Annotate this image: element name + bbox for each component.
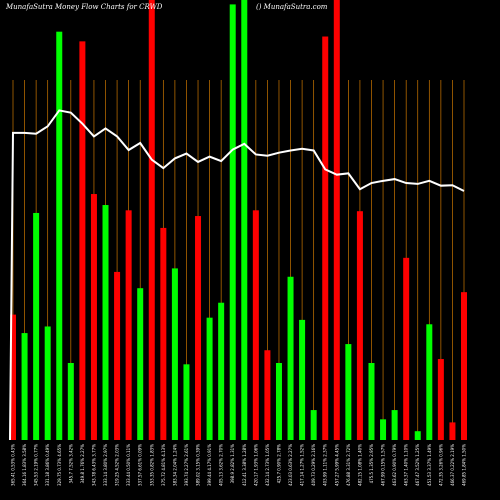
bar-up xyxy=(56,31,63,441)
x-tick-label: 353.35 0.82% 1.83% xyxy=(149,444,154,486)
bar-up xyxy=(241,0,248,440)
x-tick-label: 467.47 3.52% 1.25% xyxy=(415,444,420,486)
x-tick-label: 319.25 4.52% 2.03% xyxy=(115,444,120,486)
bar-up xyxy=(21,333,28,440)
x-tick-label: 403.99 1.11% 2.37% xyxy=(323,444,328,486)
bar-down xyxy=(252,210,259,440)
x-tick-label: 475.5 1.35% 2.95% xyxy=(369,444,374,484)
bar-up xyxy=(299,319,306,440)
bar-down xyxy=(195,216,202,440)
site-credit: () MunafaSutra.com xyxy=(256,3,328,11)
bar-down xyxy=(10,314,16,440)
bar-up xyxy=(426,324,433,440)
bar-up xyxy=(275,363,282,440)
bar-down xyxy=(333,0,340,440)
x-tick-label: 365.41 0.53% 0.43% xyxy=(11,444,16,486)
x-tick-label: 409.73 0.29% 2.16% xyxy=(311,444,316,486)
x-tick-label: 423.03 0.63% 2.27% xyxy=(288,444,293,486)
bar-up xyxy=(345,344,352,440)
x-tick-label: 405.13 3.62% 2.70% xyxy=(219,444,224,486)
x-tick-label: 331.18 3.86% 0.49% xyxy=(45,444,50,486)
bar-down xyxy=(403,257,410,440)
x-tick-label: 345.7 7.52% 3.42% xyxy=(68,444,73,484)
bar-up xyxy=(218,302,225,440)
x-tick-label: 420.17 1.93% 1.06% xyxy=(253,444,258,486)
x-tick-label: 469.85 1.84% 1.50% xyxy=(462,444,467,486)
bar-up xyxy=(171,268,178,440)
x-tick-label: 383.34 2.04% 1.24% xyxy=(172,444,177,486)
chart-title: MunafaSutra Money Flow Charts for CRWD xyxy=(5,3,163,11)
bar-up xyxy=(414,431,421,440)
bar-up xyxy=(368,363,375,440)
bar-down xyxy=(322,36,329,441)
x-tick-label: 463.62 0.90% 0.79% xyxy=(392,444,397,486)
bar-down xyxy=(114,271,121,440)
x-tick-label: 333.44 0.50% 0.11% xyxy=(126,444,131,486)
x-tick-label: 432.14 2.73% 1.05% xyxy=(265,444,270,486)
x-tick-label: 417.14 1.27% 1.52% xyxy=(300,444,305,486)
chart-bars xyxy=(10,0,467,441)
money-flow-line xyxy=(9,109,465,441)
bar-down xyxy=(264,350,271,440)
bar-down xyxy=(449,422,456,440)
bar-up xyxy=(287,276,294,440)
bar-down xyxy=(125,210,132,440)
bar-up xyxy=(33,212,40,440)
x-tick-label: 451.53 3.37% 1.49% xyxy=(427,444,432,486)
x-tick-label: 345.53 2.19% 0.77% xyxy=(34,444,39,486)
bar-up xyxy=(137,288,144,440)
bar-up xyxy=(310,410,317,440)
x-tick-label: 476.88 3.31% 2.72% xyxy=(346,444,351,486)
x-tick-label: 412.41 3.38% 1.28% xyxy=(242,444,247,486)
x-tick-label: 399.44 4.17% 0.91% xyxy=(207,444,212,486)
x-tick-label: 398.9 2.82% 1.31% xyxy=(230,444,235,484)
bar-up xyxy=(206,317,213,440)
x-tick-label: 463.37 1.40% 1.10% xyxy=(404,444,409,486)
bar-up xyxy=(44,326,51,440)
bar-down xyxy=(461,292,467,440)
bar-up xyxy=(391,410,398,440)
bar-down xyxy=(437,359,444,440)
x-tick-label: 337.57 6.61% 0.09% xyxy=(138,444,143,486)
bar-up xyxy=(183,364,190,440)
x-tick-label: 329.75 0.73% 4.65% xyxy=(57,444,62,486)
bar-down xyxy=(148,0,155,440)
x-tick-label: 333.14 3.80% 2.97% xyxy=(103,444,108,486)
x-tick-label: 375.72 4.81% 4.13% xyxy=(161,444,166,486)
bar-down xyxy=(356,211,363,440)
x-tick-label: 364.16 1.83% 3.58% xyxy=(22,444,27,486)
x-tick-label: 457.27 5.99% 4.45% xyxy=(334,444,339,486)
x-tick-label: 466.37 0.22% 2.19% xyxy=(450,444,455,486)
bar-down xyxy=(160,227,167,440)
bar-down xyxy=(79,41,86,441)
bar-up xyxy=(102,205,109,440)
x-tick-label: 393.74 2.27% 2.61% xyxy=(184,444,189,486)
x-tick-label: 482.15 1.08% 1.40% xyxy=(357,444,362,486)
x-tick-label: 389.02 3.15% 0.39% xyxy=(196,444,201,486)
x-tick-label: 472.35 3.26% 0.96% xyxy=(438,444,443,486)
x-tick-label: 425.7 0.90% 2.78% xyxy=(276,444,281,484)
x-tick-label: 343.78 6.43% 3.77% xyxy=(91,444,96,486)
x-tick-label: 467.99 0.15% 1.57% xyxy=(381,444,386,486)
bar-down xyxy=(90,194,97,440)
bar-up xyxy=(229,4,236,441)
bar-up xyxy=(380,419,387,440)
bar-up xyxy=(67,363,74,440)
x-tick-label: 349.8 1.76% 2.27% xyxy=(80,444,85,484)
x-axis-labels: 365.41 0.53% 0.43% 364.16 1.83% 3.58% 345.… xyxy=(11,444,467,486)
